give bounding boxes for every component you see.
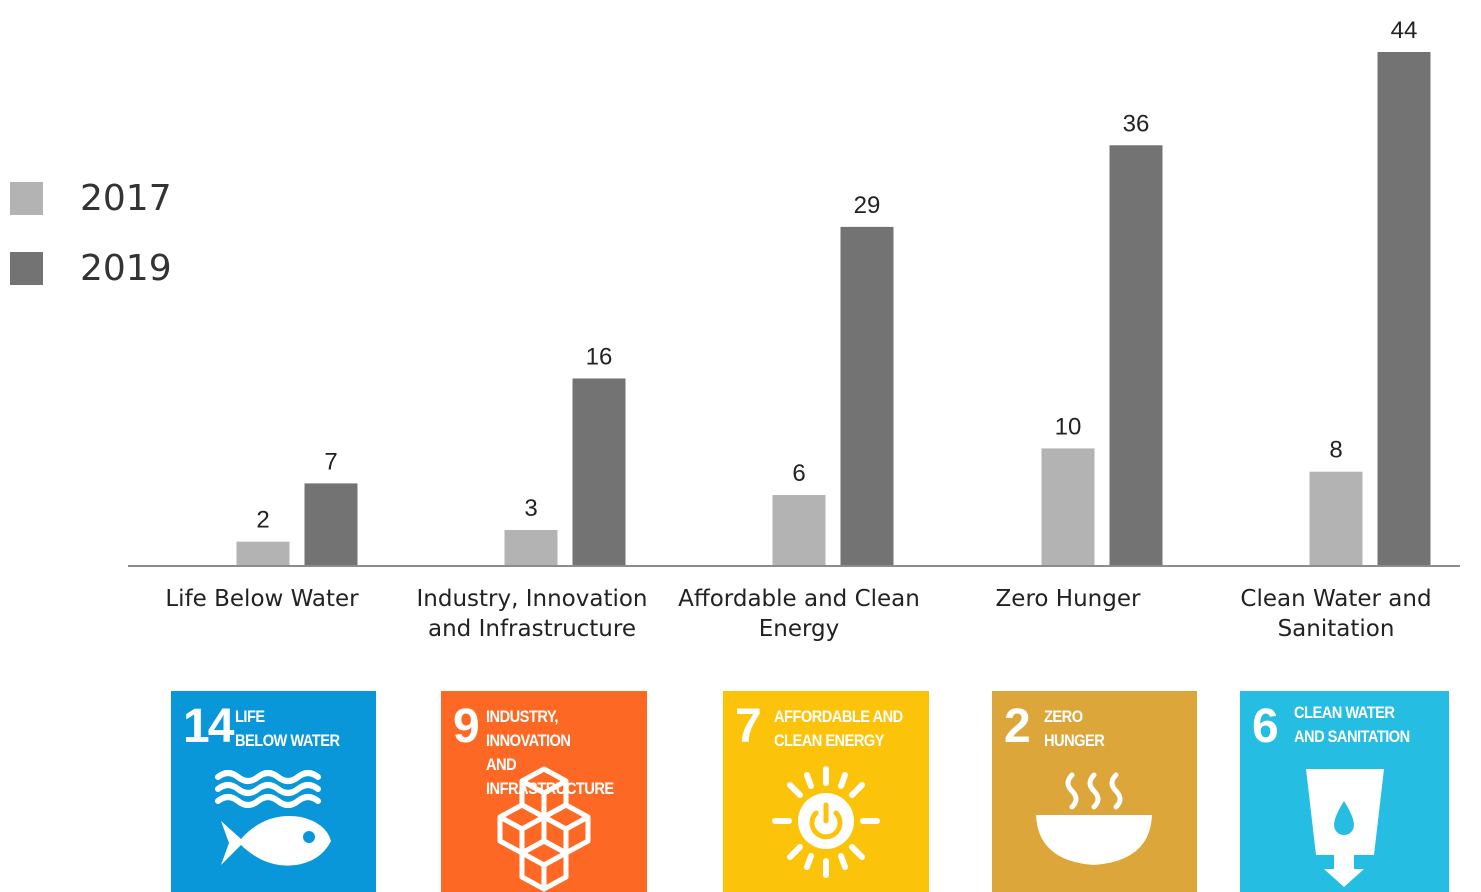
bar-2017-1 [236,541,290,565]
value-labels-layer: 2 7 3 16 6 29 10 36 8 44 [256,17,1417,534]
value-label: 29 [854,192,881,219]
legend-item-2017: 2017 [10,177,172,219]
sdg-tile-7: 7 AFFORDABLE AND CLEAN ENERGY [723,691,929,892]
legend-swatch [10,181,43,215]
sdg-tile-2: 2 ZERO HUNGER [992,691,1197,892]
bar-2019-5 [1377,52,1431,565]
category-label: and Infrastructure [428,616,636,642]
sdg-number: 2 [1004,700,1031,753]
legend-label: 2017 [80,177,172,219]
value-label: 8 [1329,437,1342,464]
fish-waves-icon [215,770,331,866]
bar-2019-2 [572,378,626,565]
category-label: Sanitation [1278,616,1395,642]
bar-2019-1 [304,483,358,565]
sdg-title: LIFE BELOW WATER [235,707,340,750]
value-label: 7 [324,448,337,475]
category-label: Zero Hunger [996,586,1141,612]
sdg-title: CLEAN WATER AND SANITATION [1294,703,1410,746]
bar-2019-4 [1109,145,1163,566]
value-label: 36 [1123,110,1150,137]
sdg-title: ZERO HUNGER [1044,707,1105,750]
sdg-number: 6 [1252,700,1279,753]
sdg-number: 9 [453,700,480,753]
bar-2019-3 [840,226,894,566]
bar-2017-4 [1041,448,1095,565]
category-label: Clean Water and [1240,586,1431,612]
legend: 2017 2019 [10,177,172,320]
sun-power-icon [772,766,880,878]
sdg-number: 7 [735,700,762,753]
sdg-title: AFFORDABLE AND CLEAN ENERGY [774,707,903,750]
value-label: 3 [524,495,537,522]
water-glass-icon [1306,769,1384,887]
category-label: Life Below Water [165,586,359,612]
category-label: Industry, Innovation [417,586,648,612]
category-labels-layer: Life Below Water Industry, Innovation and … [165,586,1431,642]
value-label: 10 [1055,413,1082,440]
legend-item-2019: 2019 [10,247,172,289]
sdg-tile-6: 6 CLEAN WATER AND SANITATION [1240,691,1449,892]
sdg-tile-14: 14 LIFE BELOW WATER [171,691,376,892]
bar-2017-5 [1309,471,1363,565]
bar-2017-2 [504,530,558,565]
bar-2017-3 [772,495,826,565]
sdg-number: 14 [183,700,234,753]
bowl-icon [1036,772,1152,865]
bars-layer [236,52,1431,566]
category-label: Energy [759,616,840,642]
value-label: 44 [1391,17,1418,44]
value-label: 2 [256,507,269,534]
value-label: 16 [586,343,613,370]
category-label: Affordable and Clean [678,586,920,612]
sdg-tile-9: 9 INDUSTRY, INNOVATION AND INFRASTRUCTUR… [441,691,647,892]
legend-label: 2019 [80,247,172,289]
value-label: 6 [792,460,805,487]
cubes-icon [497,766,591,892]
legend-swatch [10,251,43,285]
